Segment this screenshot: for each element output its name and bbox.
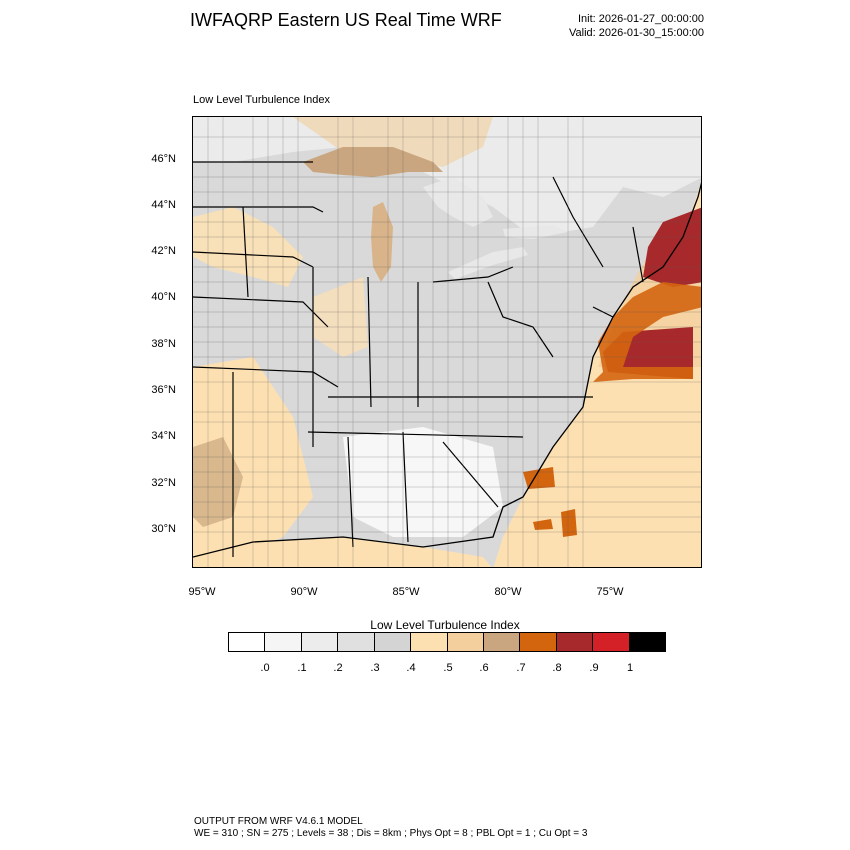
footer-config-line: WE = 310 ; SN = 275 ; Levels = 38 ; Dis … [194,828,588,839]
lat-label-46: 46°N [151,153,176,165]
footer-model-line: OUTPUT FROM WRF V4.6.1 MODEL [194,816,363,827]
colorbar-tick: .3 [370,662,380,674]
alabama-georgia-light [343,427,503,537]
colorbar-tick: .9 [589,662,599,674]
colorbar-title: Low Level Turbulence Index [370,618,520,632]
county-boundaries [193,117,701,567]
colorbar-cell [520,633,557,651]
lon-label-95: 95°W [188,586,216,598]
main-title: IWFAQRP Eastern US Real Time WRF [190,10,502,30]
lon-label-80: 80°W [494,586,522,598]
colorbar-cell [265,633,302,651]
colorbar-cell [447,633,484,651]
lat-label-38: 38°N [151,338,176,350]
colorbar-cell [629,633,666,651]
colorbar-cell [483,633,521,651]
lat-label-30: 30°N [151,523,176,535]
illinois-peach [313,277,368,357]
valid-time: Valid: 2026-01-30_15:00:00 [569,27,704,39]
colorbar-tick: .4 [406,662,416,674]
lake-huron [423,177,493,227]
colorbar-tick: 1 [626,662,634,674]
coastline [193,182,701,558]
gulf-of-mexico [193,537,492,567]
lon-label-90: 90°W [290,586,318,598]
colorbar-tick: .6 [479,662,489,674]
canada-tan-region [293,117,493,167]
lat-label-44: 44°N [151,199,176,211]
lake-ontario [503,225,568,239]
plot-label: Low Level Turbulence Index [193,94,330,106]
offshore-orange-spot-2 [561,509,577,537]
colorbar-tick: .7 [516,662,526,674]
colorbar-cell [301,633,339,651]
init-time: Init: 2026-01-27_00:00:00 [578,13,704,25]
turbulence-map [193,117,701,567]
colorbar-tick: .2 [333,662,343,674]
map-frame [192,116,702,568]
lat-label-40: 40°N [151,291,176,303]
lat-label-34: 34°N [151,430,176,442]
colorbar-cell [374,633,412,651]
colorbar [228,632,666,652]
lat-label-32: 32°N [151,477,176,489]
louisiana-brown [193,437,243,527]
colorbar-tick: .5 [443,662,453,674]
lon-label-85: 85°W [392,586,420,598]
lat-label-36: 36°N [151,384,176,396]
lon-label-75: 75°W [596,586,624,598]
colorbar-tick: .0 [260,662,270,674]
colorbar-tick: .8 [552,662,562,674]
colorbar-tick: .1 [297,662,307,674]
colorbar-cell [556,633,594,651]
colorbar-cell [338,633,375,651]
lat-label-42: 42°N [151,245,176,257]
colorbar-cell [593,633,630,651]
colorbar-cell [229,633,266,651]
colorbar-cell [411,633,448,651]
